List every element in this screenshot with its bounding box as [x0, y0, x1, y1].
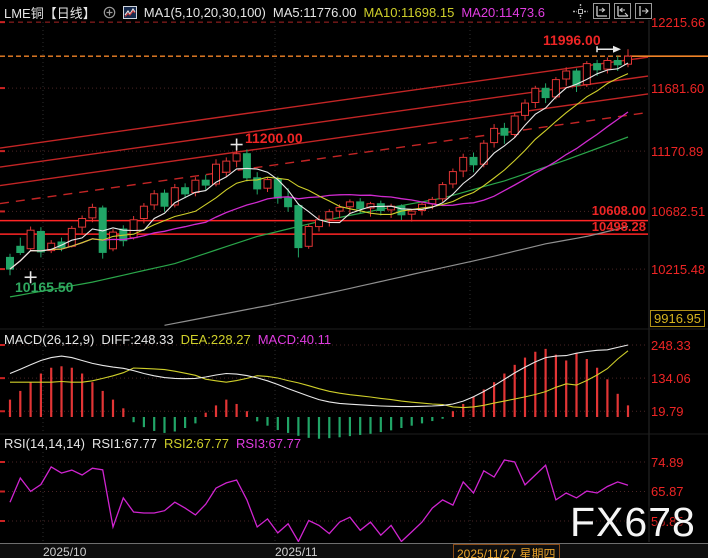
rsi-header: RSI(14,14,14) RSI1:67.77 RSI2:67.77 RSI3…	[4, 436, 301, 451]
macd-axis-tick: 134.06	[651, 371, 691, 387]
rsi3-value: RSI3:67.77	[236, 436, 302, 451]
macd-header: MACD(26,12,9) DIFF:248.33 DEA:228.27 MAC…	[4, 332, 331, 347]
ma10-value: MA10:11698.15	[363, 5, 455, 20]
ma5-value: MA5:11776.00	[272, 5, 357, 20]
rsi1-value: RSI1:67.77	[91, 436, 157, 451]
chart-toolbar	[572, 3, 652, 19]
move-crosshair-icon[interactable]	[572, 3, 589, 19]
zoom-out-x-icon[interactable]	[614, 3, 631, 19]
current-date-label: 2025/11/27 星期四	[453, 544, 560, 558]
ma20-value: MA20:11473.6	[461, 5, 545, 20]
annotation-low-price: 10165.50	[15, 279, 74, 295]
macd-axis-tick: 19.79	[651, 404, 684, 420]
zoom-in-x-icon[interactable]	[593, 3, 610, 19]
price-axis-min-box: 9916.95	[650, 310, 705, 327]
price-axis-tick: 10215.48	[651, 262, 706, 278]
macd-name: MACD(26,12,9)	[4, 332, 95, 347]
date-axis-strip: 2025/10 2025/11 2025/11/27 星期四	[0, 543, 708, 558]
main-chart-header: LME铜【日线】 MA1(5,10,20,30,100) MA5:11776.0…	[4, 3, 545, 22]
macd-hist-value: MACD:40.11	[257, 332, 332, 347]
ma-settings-label: MA1(5,10,20,30,100)	[143, 5, 266, 20]
macd-dea-value: DEA:228.27	[180, 332, 251, 347]
month-label: 2025/10	[43, 545, 87, 558]
price-axis-tick: 11681.60	[651, 81, 705, 97]
add-indicator-icon[interactable]	[103, 6, 116, 19]
pan-right-icon[interactable]	[635, 3, 652, 19]
support-line1-label: 10608.00	[591, 203, 646, 218]
rsi-axis-tick: 65.87	[651, 484, 684, 500]
rsi-axis-tick: 56.85	[651, 513, 684, 529]
macd-diff-value: DIFF:248.33	[101, 332, 174, 347]
macd-axis-tick: 248.33	[651, 338, 691, 354]
support-line2-label: 10498.28	[591, 219, 646, 234]
rsi-axis-tick: 74.89	[651, 455, 684, 470]
rsi2-value: RSI2:67.77	[163, 436, 230, 451]
fx678-watermark: FX678	[570, 499, 696, 545]
symbol-title: LME铜【日线】	[4, 6, 96, 21]
mini-chart-icon[interactable]	[122, 6, 137, 19]
price-axis-tick: 10682.51	[651, 204, 706, 220]
annotation-mid-price: 11200.00	[245, 130, 303, 146]
month-label: 2025/11	[275, 545, 318, 558]
annotation-high-price: 11996.00	[543, 32, 601, 48]
rsi-name: RSI(14,14,14)	[4, 436, 85, 451]
price-axis-tick: 12215.66	[651, 15, 706, 31]
price-axis-tick: 11170.89	[651, 144, 704, 160]
